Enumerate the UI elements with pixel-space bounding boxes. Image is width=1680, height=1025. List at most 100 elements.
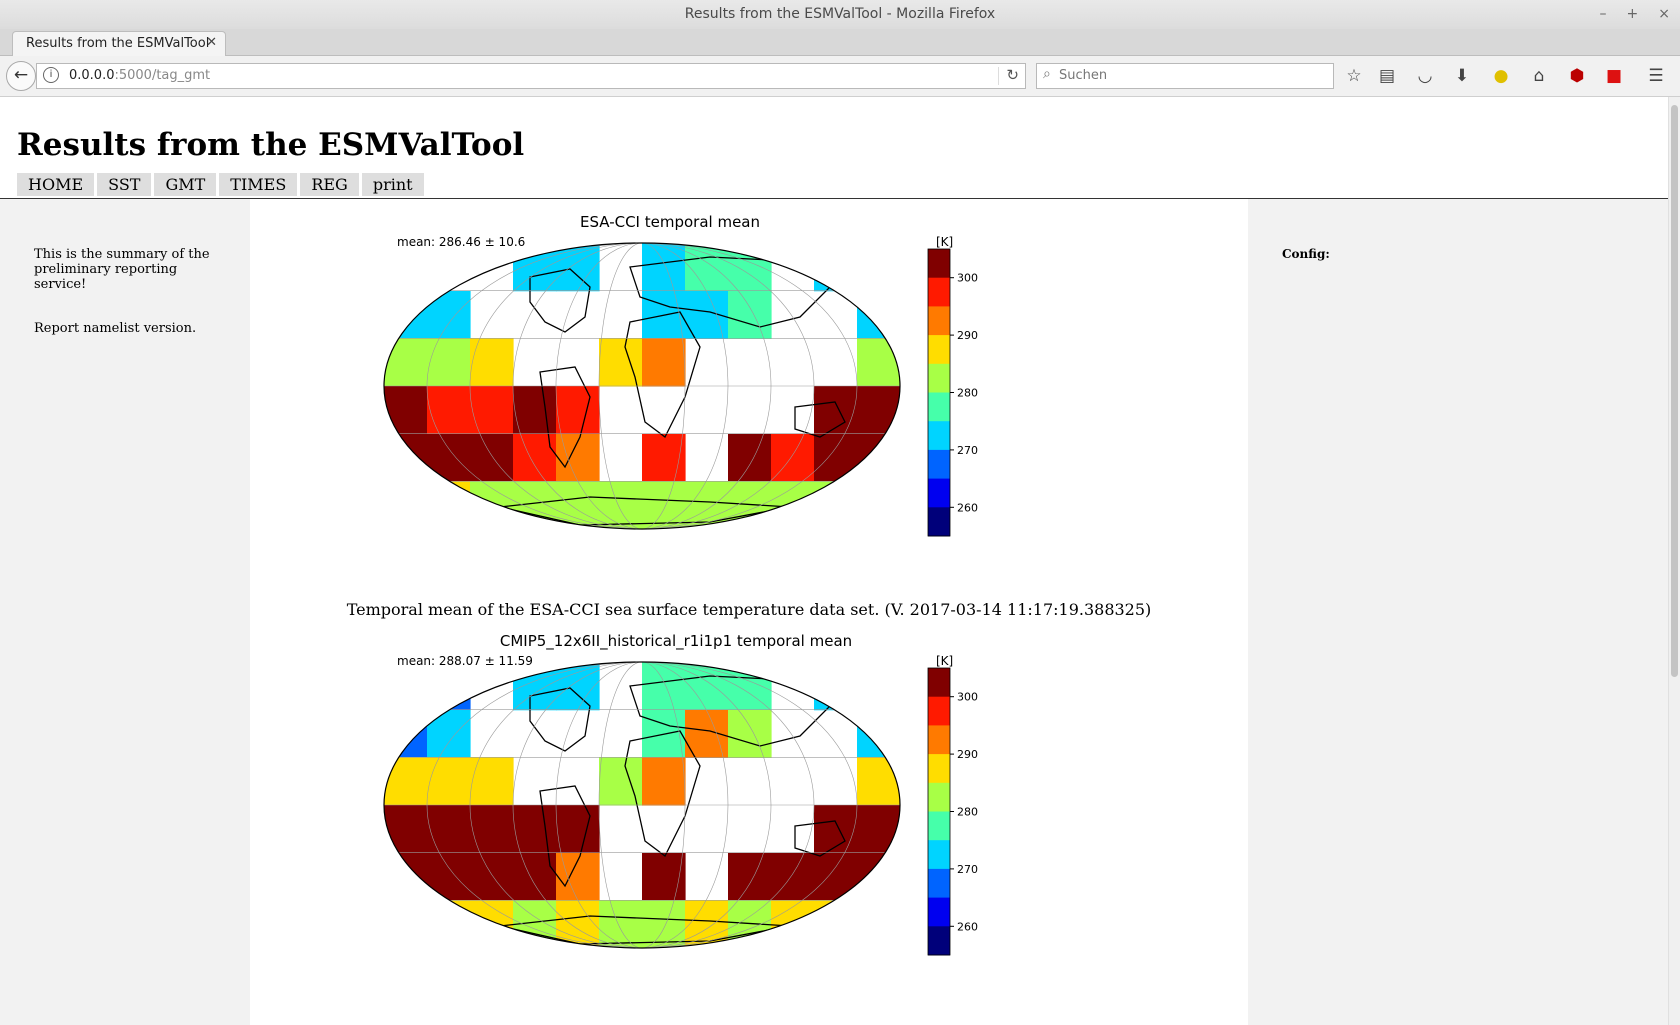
search-input[interactable]: ⌕ Suchen — [1036, 63, 1334, 89]
colorbar-tick-label: 300 — [957, 272, 978, 285]
map-cell — [814, 243, 858, 292]
map-cell — [814, 852, 858, 901]
map-cell — [771, 433, 815, 482]
cmip5-map-figure: CMIP5_12x6II_historical_r1i1p1 temporal … — [383, 632, 978, 956]
menu-reg[interactable]: REG — [300, 173, 359, 196]
namelist-line: Report namelist version. — [34, 321, 197, 336]
colorbar-segment — [928, 725, 950, 755]
map-cell — [814, 386, 858, 435]
url-path: :5000/tag_gmt — [114, 68, 211, 83]
colorbar-segment — [928, 840, 950, 870]
scrollbar-thumb[interactable] — [1671, 105, 1678, 677]
map-cell — [814, 805, 858, 854]
menu-print[interactable]: print — [361, 173, 424, 196]
map-cell — [384, 852, 428, 901]
page-title: Results from the ESMValTool — [17, 127, 525, 163]
map-cell — [642, 900, 686, 948]
pocket-icon[interactable]: ◡ — [1417, 66, 1433, 86]
back-arrow-icon: ← — [13, 65, 29, 85]
colorbar-tick-label: 260 — [957, 501, 978, 514]
reading-list-icon[interactable]: ▤ — [1378, 66, 1396, 86]
colorbar-segment — [928, 782, 950, 812]
map-cell — [513, 805, 557, 854]
coastline — [529, 687, 591, 752]
menu-times[interactable]: TIMES — [219, 173, 298, 196]
map-cell — [642, 338, 686, 387]
map-cell — [513, 433, 557, 482]
map-cell — [513, 852, 557, 901]
page-header: Results from the ESMValTool HOME SST GMT… — [0, 97, 1668, 199]
map-cell — [384, 481, 428, 529]
coastline — [629, 256, 831, 328]
close-window-icon[interactable]: × — [1658, 6, 1670, 22]
colorbar: 260 270 280 290 300 — [927, 248, 978, 537]
map-cell — [384, 709, 428, 758]
download-icon[interactable]: ⬇ — [1454, 66, 1470, 86]
map-cell — [857, 386, 900, 435]
map-cell — [728, 290, 772, 339]
map-cell — [728, 662, 772, 711]
map-cell — [384, 757, 428, 806]
coastline — [794, 401, 846, 438]
colorbar-segment — [928, 507, 950, 537]
vertical-scrollbar[interactable] — [1668, 97, 1680, 1025]
url-host: 0.0.0.0 — [69, 68, 115, 83]
coastline — [539, 366, 591, 469]
map-cell — [470, 757, 514, 806]
graticule-line — [426, 662, 858, 948]
map-cell — [384, 338, 428, 387]
colorbar-tick-label: 270 — [957, 863, 978, 876]
menu-sst[interactable]: SST — [97, 173, 152, 196]
back-button[interactable]: ← — [6, 61, 36, 91]
coastline — [529, 268, 591, 333]
config-label: Config: — [1282, 247, 1330, 261]
map-cell — [771, 900, 815, 948]
bookmark-star-icon[interactable]: ☆ — [1346, 66, 1362, 86]
browser-tab[interactable]: Results from the ESMValTool ✕ — [12, 31, 226, 56]
extension-red-icon[interactable]: ■ — [1605, 66, 1623, 86]
menu-home[interactable]: HOME — [17, 173, 95, 196]
map-cell — [642, 852, 686, 901]
map-cell — [728, 433, 772, 482]
map-cell — [857, 338, 900, 387]
colorbar-segment — [928, 868, 950, 899]
map-cell — [728, 709, 772, 758]
colorbar-segment — [928, 754, 950, 784]
ublock-icon[interactable]: ⬢ — [1569, 66, 1585, 86]
left-sidebar: This is the summary of the preliminary r… — [0, 199, 250, 1025]
graticule-line — [469, 662, 815, 948]
map-cell — [427, 662, 471, 711]
coastline — [624, 730, 701, 857]
info-icon[interactable]: i — [43, 67, 59, 83]
map-cell — [384, 900, 428, 948]
minimize-icon[interactable]: – — [1599, 6, 1607, 22]
reload-icon[interactable]: ↻ — [1006, 66, 1019, 84]
maximize-icon[interactable]: + — [1626, 6, 1639, 22]
colorbar-segment — [928, 363, 950, 393]
menu-gmt[interactable]: GMT — [154, 173, 217, 196]
plot-title: CMIP5_12x6II_historical_r1i1p1 temporal … — [500, 632, 852, 651]
colorbar-segment — [928, 478, 950, 508]
url-bar[interactable]: i 0.0.0.0:5000/tag_gmt ↻ — [36, 63, 1026, 89]
map-cell — [470, 338, 514, 387]
map-cell — [857, 852, 900, 901]
map — [383, 242, 901, 530]
close-tab-icon[interactable]: ✕ — [206, 35, 217, 50]
map-cell — [857, 290, 900, 339]
hamburger-menu-icon[interactable]: ☰ — [1648, 66, 1664, 86]
map-cell — [513, 386, 557, 435]
map-cell — [556, 243, 600, 292]
map-cell — [427, 709, 471, 758]
map-cell — [814, 900, 858, 948]
graticule-line — [512, 662, 772, 948]
map-cell — [513, 243, 557, 292]
window-titlebar: Results from the ESMValTool - Mozilla Fi… — [0, 0, 1680, 29]
map-cell — [556, 805, 600, 854]
colorbar-segment — [928, 811, 950, 841]
plot-mean-label: mean: 288.07 ± 11.59 — [397, 654, 533, 668]
colorbar-segment — [928, 392, 950, 422]
map-cell — [642, 757, 686, 806]
extension-smiley-icon[interactable]: ● — [1493, 66, 1509, 86]
map-cell — [427, 757, 471, 806]
home-icon[interactable]: ⌂ — [1533, 66, 1545, 86]
